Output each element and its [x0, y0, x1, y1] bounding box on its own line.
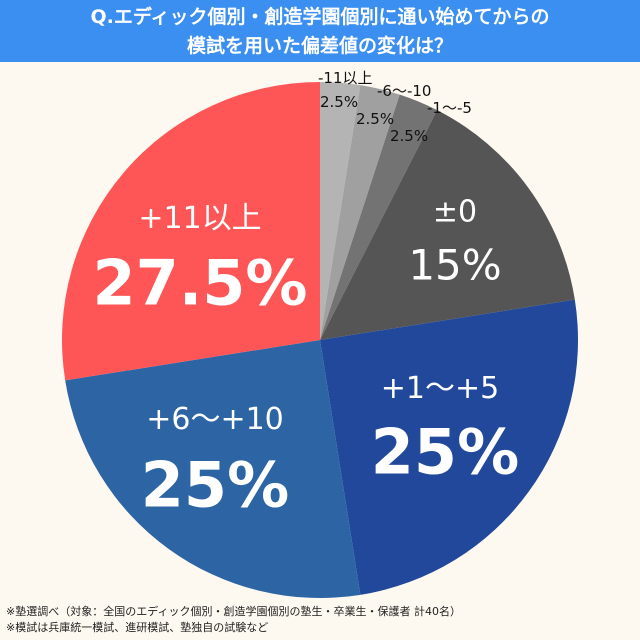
category-label-5: +6〜+10: [146, 402, 284, 437]
value-label-4: 25%: [370, 415, 520, 489]
footnote-2: ※模試は兵庫統一模試、進研模試、塾独自の試験など: [6, 621, 269, 634]
category-label-4: +1〜+5: [380, 371, 500, 406]
chart-title: Q.エディック個別・創造学園個別に通い始めてからの 模試を用いた偏差値の変化は？: [0, 0, 640, 62]
category-label-0: -11以上: [318, 69, 373, 87]
value-label-6: 27.5%: [92, 246, 308, 320]
pie-slice-3: [320, 110, 575, 340]
title-line-1: Q.エディック個別・創造学園個別に通い始めてからの: [90, 6, 550, 28]
footnote-1: ※塾選調べ（対象：全国のエディック個別・創造学園個別の塾生・卒業生・保護者 計4…: [6, 605, 461, 618]
footnotes: ※塾選調べ（対象：全国のエディック個別・創造学園個別の塾生・卒業生・保護者 計4…: [6, 604, 461, 636]
category-label-2: -1〜-5: [427, 99, 472, 117]
pie-slice-0: [320, 82, 361, 340]
category-label-6: +11以上: [138, 201, 262, 236]
pie-slice-6: [61, 82, 320, 381]
category-label-3: ±0: [432, 194, 478, 230]
value-label-5: 25%: [140, 448, 290, 522]
pie-slice-4: [320, 299, 578, 595]
pie-slice-1: [320, 85, 400, 340]
pie-slice-5: [65, 340, 361, 598]
value-label-3: 15%: [408, 240, 502, 290]
title-line-2: 模試を用いた偏差値の変化は？: [186, 35, 453, 57]
value-label-0: 2.5%: [320, 93, 359, 111]
pie-slice-2: [320, 94, 438, 341]
value-label-2: 2.5%: [390, 127, 429, 145]
value-label-1: 2.5%: [356, 110, 395, 128]
category-label-1: -6〜-10: [377, 82, 432, 100]
